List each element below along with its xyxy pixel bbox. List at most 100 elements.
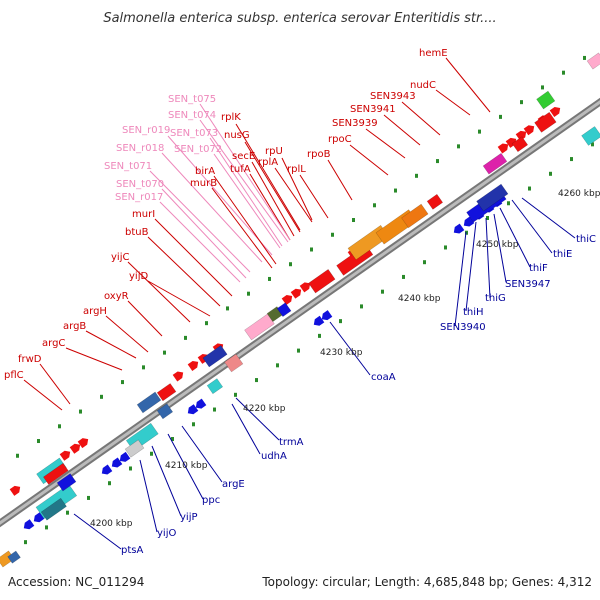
- reverse-gene-arrow: [111, 457, 123, 468]
- tick-dot: [66, 510, 69, 515]
- reverse-gene-arrow-body: [23, 519, 35, 530]
- tick-dot: [541, 85, 544, 90]
- reverse-gene-arrow-body: [33, 512, 45, 523]
- tick-dot: [318, 333, 321, 338]
- forward-gene-box: [43, 462, 69, 485]
- reverse-gene-arrow: [187, 404, 199, 415]
- gene-label-trmA[interactable]: trmA: [279, 437, 304, 448]
- gene-label-coaA[interactable]: coaA: [371, 372, 396, 383]
- tick-dots: [3, 55, 594, 559]
- reverse-gene-arrow: [101, 464, 113, 475]
- tick-dot: [142, 365, 145, 370]
- gene-label-frwD[interactable]: frwD: [18, 354, 42, 365]
- gene-label-tufA[interactable]: tufA: [230, 164, 251, 175]
- scale-label-4220: 4220 kbp: [243, 404, 286, 414]
- gene-label-yijC[interactable]: yijC: [111, 252, 129, 263]
- gene-label-yijO[interactable]: yijO: [157, 528, 176, 539]
- tick-dot: [549, 171, 552, 176]
- gene-label-SEN3940[interactable]: SEN3940: [440, 322, 486, 333]
- gene-label-SEN_t073[interactable]: SEN_t073: [170, 128, 218, 139]
- gene-label-SEN_t075[interactable]: SEN_t075: [168, 94, 216, 105]
- gene-label-thiH[interactable]: thiH: [463, 307, 484, 318]
- tick-dot: [213, 407, 216, 412]
- gene-label-SEN3943[interactable]: SEN3943: [370, 91, 416, 102]
- gene-label-SEN_t071[interactable]: SEN_t071: [104, 161, 152, 172]
- gene-label-udhA[interactable]: udhA: [261, 451, 287, 462]
- tick-dot: [297, 348, 300, 353]
- gene-label-nudC[interactable]: nudC: [410, 80, 436, 91]
- tick-dot: [16, 453, 19, 458]
- gene-label-SEN3947[interactable]: SEN3947: [505, 279, 551, 290]
- forward-gene-box: [426, 193, 444, 210]
- gene-label-oxyR[interactable]: oxyR: [104, 291, 129, 302]
- gene-label-SEN3941[interactable]: SEN3941: [350, 104, 396, 115]
- forward-gene-arrow-body: [9, 485, 21, 496]
- gene-label-ptsA[interactable]: ptsA: [121, 545, 143, 556]
- gene-label-SEN_r017[interactable]: SEN_r017: [115, 192, 163, 203]
- forward-gene-box: [534, 111, 557, 133]
- gene-label-birA[interactable]: birA: [195, 166, 215, 177]
- leader-line: [39, 363, 71, 405]
- gene-label-SEN3939[interactable]: SEN3939: [332, 118, 378, 129]
- gene-label-secE[interactable]: secE: [232, 151, 255, 162]
- reverse-gene-box: [40, 497, 67, 521]
- leader-line: [235, 123, 301, 231]
- gene-label-SEN_t070[interactable]: SEN_t070: [116, 179, 164, 190]
- forward-gene-arrow-body: [290, 288, 302, 299]
- gene-label-murI[interactable]: murI: [132, 209, 155, 220]
- gene-label-rplK[interactable]: rplK: [221, 112, 241, 123]
- forward-gene-box-body: [586, 52, 600, 70]
- gene-label-pflC[interactable]: pflC: [4, 370, 24, 381]
- gene-label-rpU[interactable]: rpU: [265, 146, 283, 157]
- tick-dot: [184, 335, 187, 340]
- gene-label-rplA[interactable]: rplA: [258, 157, 278, 168]
- leader-line: [281, 157, 313, 221]
- reverse-gene-arrow-body: [463, 216, 475, 227]
- tick-dot: [381, 289, 384, 294]
- gene-label-thiE[interactable]: thiE: [553, 249, 572, 260]
- gene-label-SEN_r019[interactable]: SEN_r019: [122, 125, 170, 136]
- gene-label-rpoC[interactable]: rpoC: [328, 134, 352, 145]
- gene-label-yijD[interactable]: yijD: [129, 271, 148, 282]
- tick-dot: [423, 260, 426, 265]
- gene-label-murB[interactable]: murB: [190, 178, 217, 189]
- gene-label-yijP[interactable]: yijP: [180, 512, 198, 523]
- gene-label-thiG[interactable]: thiG: [485, 293, 506, 304]
- scale-label-4260: 4260 kbp: [558, 189, 600, 199]
- forward-gene-arrow-body: [523, 125, 535, 136]
- forward-gene-box: [276, 302, 292, 317]
- gene-label-SEN_r018[interactable]: SEN_r018: [116, 143, 164, 154]
- reverse-gene-arrow-body: [321, 310, 333, 321]
- reverse-gene-box: [206, 378, 224, 395]
- forward-gene-arrow-body: [497, 143, 509, 154]
- gene-label-ppc[interactable]: ppc: [202, 495, 220, 506]
- gene-label-argE[interactable]: argE: [222, 479, 245, 490]
- tick-dot: [444, 245, 447, 250]
- gene-label-nusG[interactable]: nusG: [224, 130, 250, 141]
- forward-gene-arrow: [69, 443, 81, 454]
- gene-label-hemE[interactable]: hemE: [419, 48, 448, 59]
- tick-dot: [192, 422, 195, 427]
- gene-label-argB[interactable]: argB: [63, 321, 86, 332]
- forward-gene-arrow: [523, 125, 535, 136]
- gene-label-SEN_t074[interactable]: SEN_t074: [168, 110, 216, 121]
- gene-label-btuB[interactable]: btuB: [125, 227, 149, 238]
- gene-label-rplL[interactable]: rplL: [287, 164, 306, 175]
- reverse-gene-arrow: [321, 310, 333, 321]
- leader-line: [161, 188, 247, 279]
- gene-label-rpoB[interactable]: rpoB: [307, 149, 331, 160]
- gene-label-SEN_t072[interactable]: SEN_t072: [174, 144, 222, 155]
- tick-dot: [570, 157, 573, 162]
- forward-gene-arrow: [497, 143, 509, 154]
- forward-gene-arrow: [290, 288, 302, 299]
- gene-label-argH[interactable]: argH: [83, 306, 107, 317]
- forward-gene-box: [511, 136, 529, 153]
- leader-line: [199, 119, 289, 243]
- tick-dot: [436, 159, 439, 164]
- gene-label-thiC[interactable]: thiC: [576, 234, 596, 245]
- forward-gene-arrow: [172, 371, 184, 382]
- tick-dot: [150, 451, 153, 456]
- tick-dot: [499, 114, 502, 119]
- gene-label-argC[interactable]: argC: [42, 338, 65, 349]
- gene-label-thiF[interactable]: thiF: [529, 263, 548, 274]
